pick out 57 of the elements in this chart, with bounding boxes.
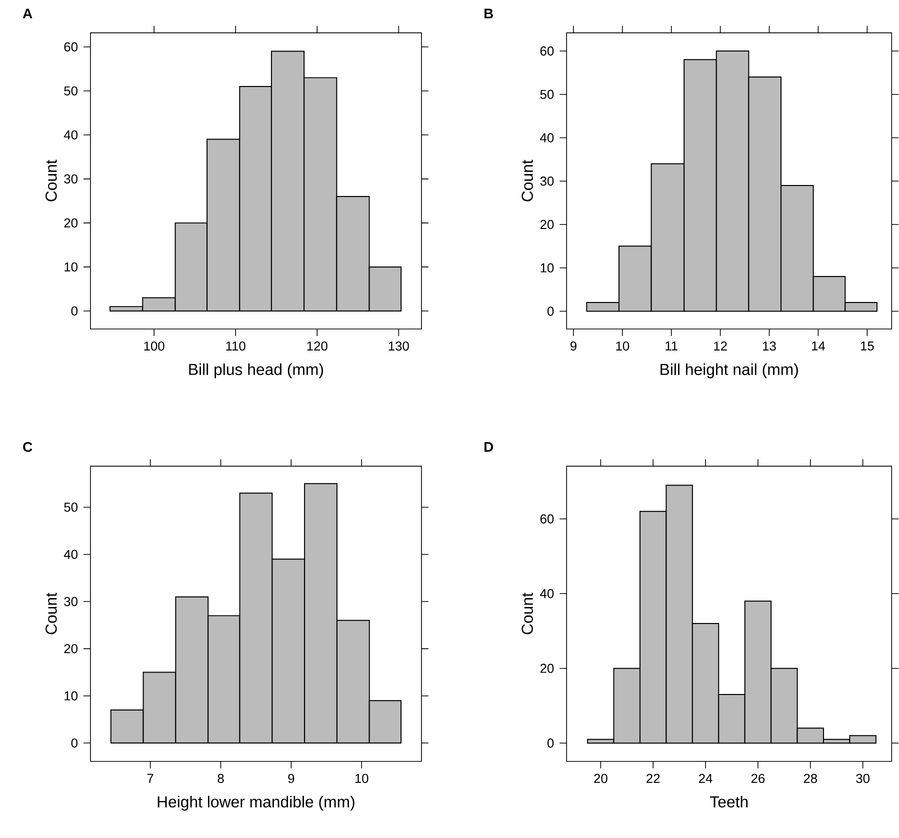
x-axis-title: Bill plus head (mm) bbox=[189, 363, 323, 378]
x-tick-label: 30 bbox=[856, 774, 870, 784]
x-tick-label: 22 bbox=[646, 774, 660, 783]
y-tick-label: 10 bbox=[64, 262, 78, 272]
x-tick-label: 24 bbox=[699, 774, 712, 783]
y-tick-label: 60 bbox=[64, 42, 78, 52]
x-tick-label: 13 bbox=[763, 341, 776, 351]
y-axis-title: Count bbox=[46, 160, 57, 202]
x-axis-title: Bill height nail (mm) bbox=[660, 363, 798, 378]
chart-title: B bbox=[484, 8, 493, 18]
y-tick-label: 30 bbox=[64, 174, 78, 184]
x-tick-label: 120 bbox=[307, 341, 328, 351]
y-tick-label: 0 bbox=[71, 306, 78, 316]
y-tick-label: 40 bbox=[540, 133, 554, 142]
y-tick-label: 0 bbox=[547, 306, 554, 316]
y-tick-label: 40 bbox=[64, 550, 78, 559]
x-tick-label: 10 bbox=[355, 774, 368, 784]
x-tick-label: 130 bbox=[388, 341, 409, 351]
chart-title: C bbox=[23, 442, 32, 452]
y-tick-label: 20 bbox=[64, 644, 78, 654]
x-tick-label: 26 bbox=[751, 774, 765, 784]
x-tick-label: 8 bbox=[218, 774, 224, 784]
x-tick-label: 7 bbox=[147, 774, 154, 783]
x-tick-label: 10 bbox=[616, 341, 630, 351]
x-tick-label: 9 bbox=[570, 341, 576, 351]
y-axis-title: Count bbox=[522, 592, 533, 634]
x-tick-label: 20 bbox=[594, 774, 608, 784]
x-tick-label: 28 bbox=[804, 774, 818, 784]
y-tick-label: 20 bbox=[540, 220, 554, 230]
y-tick-label: 20 bbox=[64, 218, 78, 228]
y-tick-label: 10 bbox=[64, 691, 78, 700]
y-tick-label: 50 bbox=[64, 502, 78, 512]
x-axis-title: Height lower mandible (mm) bbox=[158, 796, 354, 811]
y-axis-title: Count bbox=[522, 160, 533, 202]
y-tick-label: 30 bbox=[64, 596, 78, 606]
y-tick-label: 30 bbox=[540, 176, 554, 186]
y-tick-label: 50 bbox=[540, 90, 554, 99]
x-tick-label: 11 bbox=[666, 341, 678, 350]
chart-title: A bbox=[22, 8, 32, 18]
x-axis-title: Teeth bbox=[710, 796, 748, 808]
x-tick-label: 110 bbox=[226, 341, 246, 351]
x-tick-label: 9 bbox=[288, 774, 294, 784]
x-tick-label: 100 bbox=[144, 341, 164, 351]
y-tick-label: 60 bbox=[540, 514, 554, 524]
y-tick-label: 0 bbox=[547, 738, 554, 748]
y-tick-label: 40 bbox=[540, 589, 554, 598]
y-tick-label: 60 bbox=[540, 46, 554, 56]
y-tick-label: 0 bbox=[71, 738, 78, 748]
x-tick-label: 12 bbox=[714, 341, 727, 351]
y-tick-label: 20 bbox=[540, 664, 554, 673]
y-tick-label: 50 bbox=[64, 86, 78, 96]
x-tick-label: 15 bbox=[860, 341, 874, 350]
y-axis-title: Count bbox=[46, 592, 57, 634]
y-tick-label: 40 bbox=[64, 130, 78, 140]
y-tick-label: 10 bbox=[540, 263, 554, 272]
chart-title: D bbox=[484, 442, 494, 452]
x-tick-label: 14 bbox=[812, 341, 826, 350]
